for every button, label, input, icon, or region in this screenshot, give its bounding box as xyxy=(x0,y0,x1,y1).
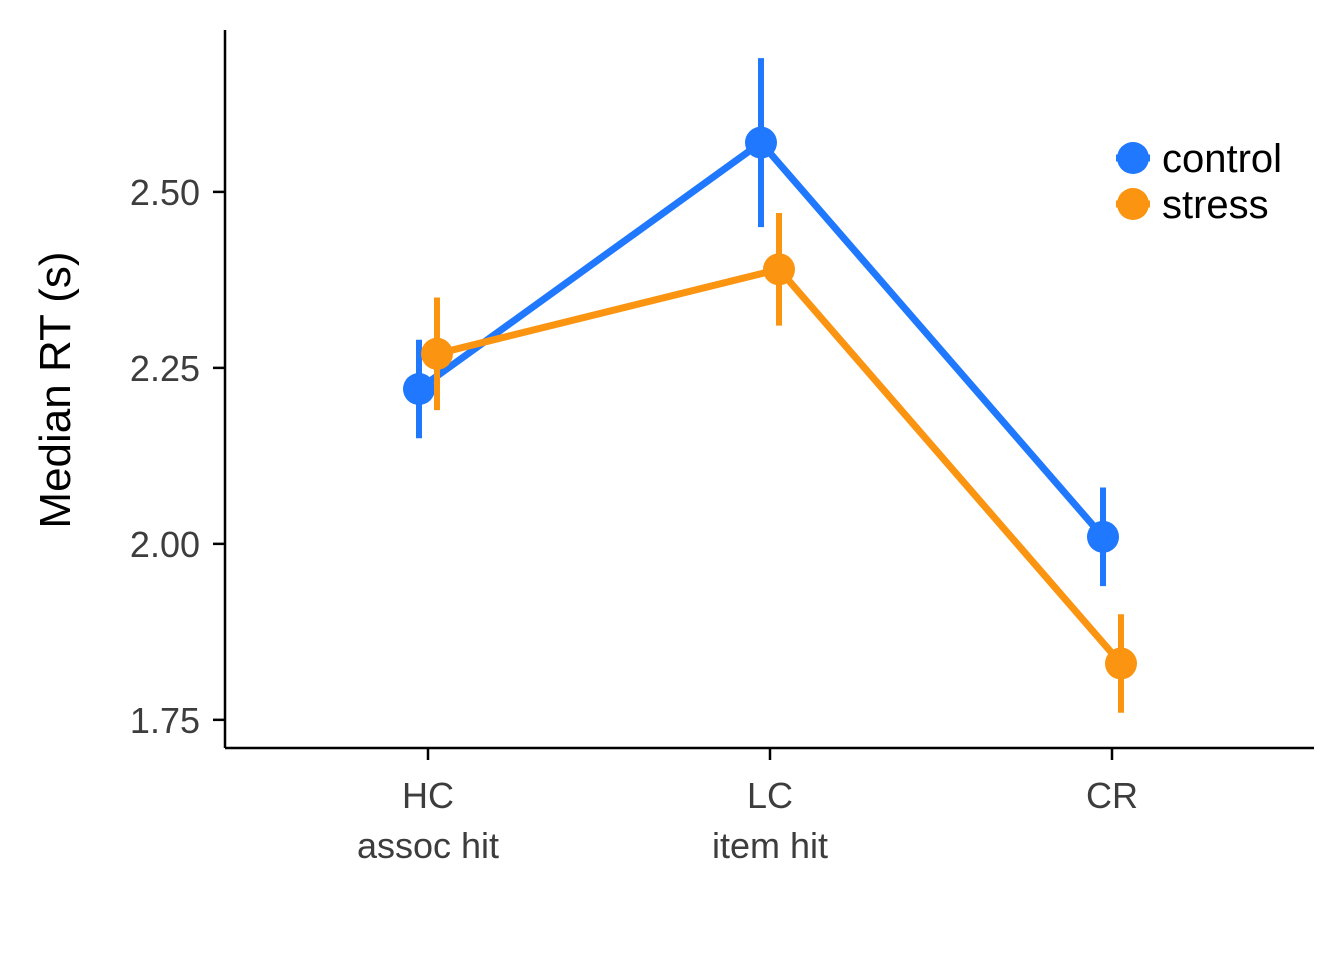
y-tick-label: 1.75 xyxy=(130,700,200,741)
x-tick-label: HC xyxy=(402,775,454,816)
y-tick-label: 2.25 xyxy=(130,348,200,389)
legend-item-control: control xyxy=(1116,137,1282,181)
y-ticks: 1.75 2.00 2.25 2.50 xyxy=(130,172,225,741)
data-point-control xyxy=(1087,520,1119,553)
data-point-stress xyxy=(1105,647,1137,680)
data-point-stress xyxy=(763,253,795,286)
y-tick-label: 2.00 xyxy=(130,524,200,565)
series-stress xyxy=(421,213,1137,713)
data-point-stress xyxy=(421,337,453,370)
y-tick-label: 2.50 xyxy=(130,172,200,213)
series-layer xyxy=(403,58,1137,713)
x-tick-label: CR xyxy=(1086,775,1138,816)
x-ticks: HC assoc hit LC item hit CR xyxy=(357,748,1138,866)
x-tick-label: LC xyxy=(747,775,793,816)
data-point-control xyxy=(745,126,777,159)
series-control xyxy=(403,58,1119,587)
x-tick-sublabel: item hit xyxy=(712,825,828,866)
legend-label: control xyxy=(1162,137,1282,181)
legend-label: stress xyxy=(1162,183,1269,227)
legend-item-stress: stress xyxy=(1116,183,1269,227)
y-axis-title: Median RT (s) xyxy=(31,251,80,528)
legend-key-marker xyxy=(1117,142,1149,174)
x-tick-sublabel: assoc hit xyxy=(357,825,499,866)
legend-key-marker xyxy=(1117,188,1149,220)
data-point-control xyxy=(403,373,435,405)
series-line-stress xyxy=(436,265,1124,666)
